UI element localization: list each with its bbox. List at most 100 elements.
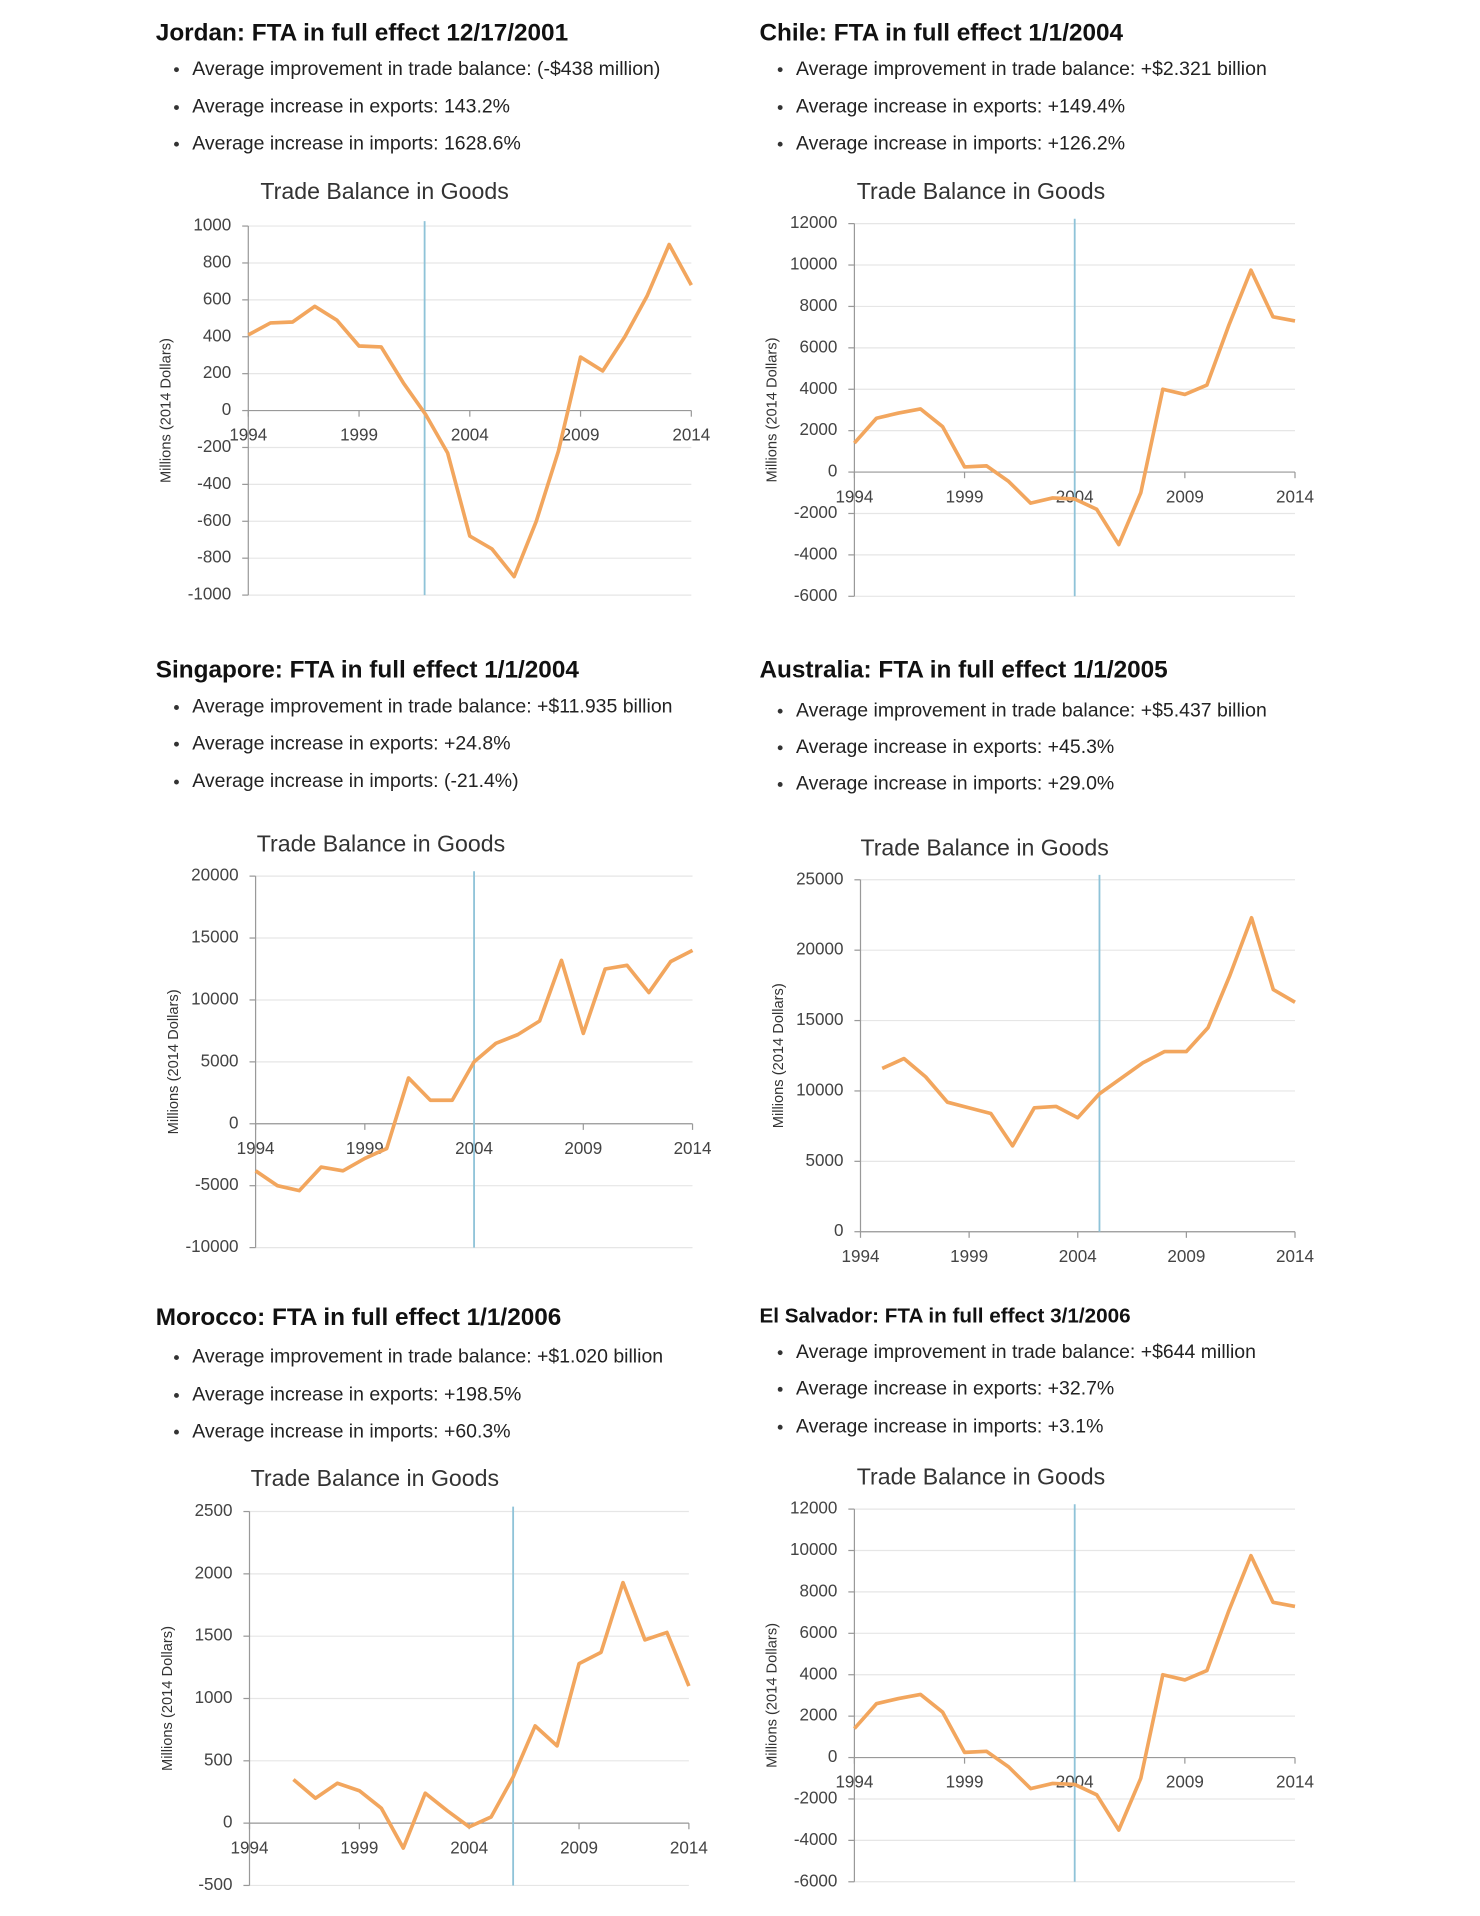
y-tick-label: -2000 bbox=[794, 503, 838, 522]
chart-title: Trade Balance in Goods bbox=[251, 1465, 499, 1491]
x-tick-label: 2014 bbox=[674, 1139, 712, 1158]
x-tick-label: 1994 bbox=[229, 426, 267, 445]
y-tick-label: -800 bbox=[197, 548, 231, 567]
x-tick-label: 1994 bbox=[835, 1773, 873, 1792]
chart-title: Trade Balance in Goods bbox=[257, 831, 505, 857]
y-tick-label: 1000 bbox=[193, 216, 231, 235]
bullet-text: Average increase in imports: +29.0% bbox=[796, 773, 1114, 795]
x-tick-label: 1999 bbox=[346, 1139, 384, 1158]
trade-line bbox=[247, 242, 693, 579]
y-tick-label: 2000 bbox=[799, 420, 837, 439]
y-tick-label: -600 bbox=[197, 511, 231, 530]
bullet-dot bbox=[174, 705, 179, 710]
x-tick-label: 2014 bbox=[1276, 487, 1314, 506]
bullet-dot bbox=[777, 1424, 783, 1430]
y-tick-label: 10000 bbox=[790, 1540, 837, 1559]
y-tick-label: 500 bbox=[204, 1750, 232, 1769]
bullet-text: Average increase in imports: 1628.6% bbox=[192, 132, 521, 154]
y-tick-label: -10000 bbox=[186, 1237, 239, 1256]
bullet-dot bbox=[174, 1355, 179, 1361]
y-tick-label: 12000 bbox=[790, 1499, 837, 1518]
y-tick-label: -4000 bbox=[794, 1830, 838, 1849]
y-tick-label: 5000 bbox=[806, 1151, 844, 1170]
bullet-dot bbox=[777, 67, 783, 73]
y-tick-label: -500 bbox=[198, 1875, 232, 1894]
y-tick-label: 10000 bbox=[790, 255, 837, 274]
bullet-text: Average improvement in trade balance: +$… bbox=[796, 1341, 1256, 1363]
chart-title: Trade Balance in Goods bbox=[260, 178, 508, 204]
x-tick-label: 1994 bbox=[842, 1247, 880, 1266]
y-tick-label: 0 bbox=[828, 462, 837, 481]
bullet-text: Average improvement in trade balance: +$… bbox=[192, 696, 672, 718]
bullet-text: Average increase in exports: +24.8% bbox=[192, 732, 510, 754]
y-tick-label: 0 bbox=[223, 1813, 232, 1832]
bullet-dot bbox=[777, 782, 783, 787]
bullet-text: Average increase in exports: +149.4% bbox=[796, 96, 1125, 118]
x-tick-label: 2009 bbox=[562, 426, 600, 445]
x-tick-label: 1999 bbox=[340, 1838, 378, 1857]
x-tick-label: 1994 bbox=[231, 1838, 269, 1857]
y-axis-label: Millions (2014 Dollars) bbox=[160, 1626, 176, 1771]
y-tick-label: 12000 bbox=[790, 213, 837, 232]
y-tick-label: 800 bbox=[203, 252, 231, 271]
trade-line bbox=[292, 1580, 691, 1850]
y-axis-label: Millions (2014 Dollars) bbox=[166, 989, 182, 1134]
y-tick-label: 20000 bbox=[796, 940, 843, 959]
bullet-dot bbox=[174, 67, 179, 73]
bullet-dot bbox=[174, 141, 179, 147]
panel-heading: El Salvador: FTA in full effect 3/1/2006 bbox=[759, 1305, 1130, 1328]
x-tick-label: 2004 bbox=[451, 426, 489, 445]
x-tick-label: 1994 bbox=[237, 1139, 275, 1158]
y-tick-label: -2000 bbox=[794, 1788, 838, 1807]
x-tick-label: 2014 bbox=[1276, 1247, 1314, 1266]
trade-line bbox=[853, 268, 1296, 547]
chart-title: Trade Balance in Goods bbox=[857, 178, 1105, 204]
x-tick-label: 2009 bbox=[1166, 1773, 1204, 1792]
x-tick-label: 2004 bbox=[450, 1838, 488, 1857]
x-tick-label: 2009 bbox=[564, 1139, 602, 1158]
trade-line bbox=[853, 1553, 1296, 1832]
y-tick-label: -6000 bbox=[794, 1871, 838, 1890]
bullet-text: Average increase in imports: +60.3% bbox=[192, 1420, 510, 1442]
bullet-text: Average improvement in trade balance: +$… bbox=[796, 58, 1267, 80]
y-tick-label: 0 bbox=[222, 400, 231, 419]
panel-heading: Australia: FTA in full effect 1/1/2005 bbox=[759, 656, 1167, 683]
bullet-dot bbox=[777, 1350, 783, 1356]
y-tick-label: -1000 bbox=[188, 585, 232, 604]
bullet-text: Average increase in exports: +45.3% bbox=[796, 736, 1114, 758]
y-tick-label: 10000 bbox=[191, 989, 238, 1008]
y-tick-label: 2000 bbox=[195, 1563, 233, 1582]
y-tick-label: -200 bbox=[197, 437, 231, 456]
y-tick-label: 25000 bbox=[796, 869, 843, 888]
y-tick-label: 1500 bbox=[195, 1626, 233, 1645]
x-tick-label: 2014 bbox=[1276, 1773, 1314, 1792]
bullet-dot bbox=[174, 741, 179, 747]
bullet-text: Average increase in exports: +198.5% bbox=[192, 1384, 521, 1406]
x-tick-label: 2004 bbox=[1059, 1247, 1097, 1266]
bullet-dot bbox=[777, 105, 783, 110]
bullet-dot bbox=[777, 708, 783, 714]
y-tick-label: 4000 bbox=[799, 379, 837, 398]
y-tick-label: 0 bbox=[229, 1113, 238, 1132]
panel-heading: Jordan: FTA in full effect 12/17/2001 bbox=[156, 20, 568, 47]
bullet-text: Average improvement in trade balance: +$… bbox=[192, 1346, 663, 1368]
panel-heading: Chile: FTA in full effect 1/1/2004 bbox=[759, 20, 1123, 47]
y-axis-label: Millions (2014 Dollars) bbox=[159, 338, 175, 483]
x-tick-label: 1994 bbox=[835, 487, 873, 506]
bullet-dot bbox=[777, 745, 783, 751]
trade-line bbox=[881, 915, 1296, 1148]
y-tick-label: -400 bbox=[197, 474, 231, 493]
bullet-dot bbox=[174, 779, 179, 785]
bullet-dot bbox=[777, 141, 783, 147]
y-tick-label: 0 bbox=[828, 1747, 837, 1766]
x-tick-label: 2014 bbox=[670, 1838, 708, 1857]
trade-line bbox=[254, 948, 694, 1193]
bullet-text: Average increase in imports: (-21.4%) bbox=[192, 770, 518, 792]
y-tick-label: 400 bbox=[203, 326, 231, 345]
y-tick-label: 4000 bbox=[799, 1664, 837, 1683]
y-tick-label: 15000 bbox=[796, 1010, 843, 1029]
y-tick-label: 200 bbox=[203, 363, 231, 382]
y-tick-label: 2500 bbox=[195, 1501, 233, 1520]
x-tick-label: 2014 bbox=[672, 426, 710, 445]
